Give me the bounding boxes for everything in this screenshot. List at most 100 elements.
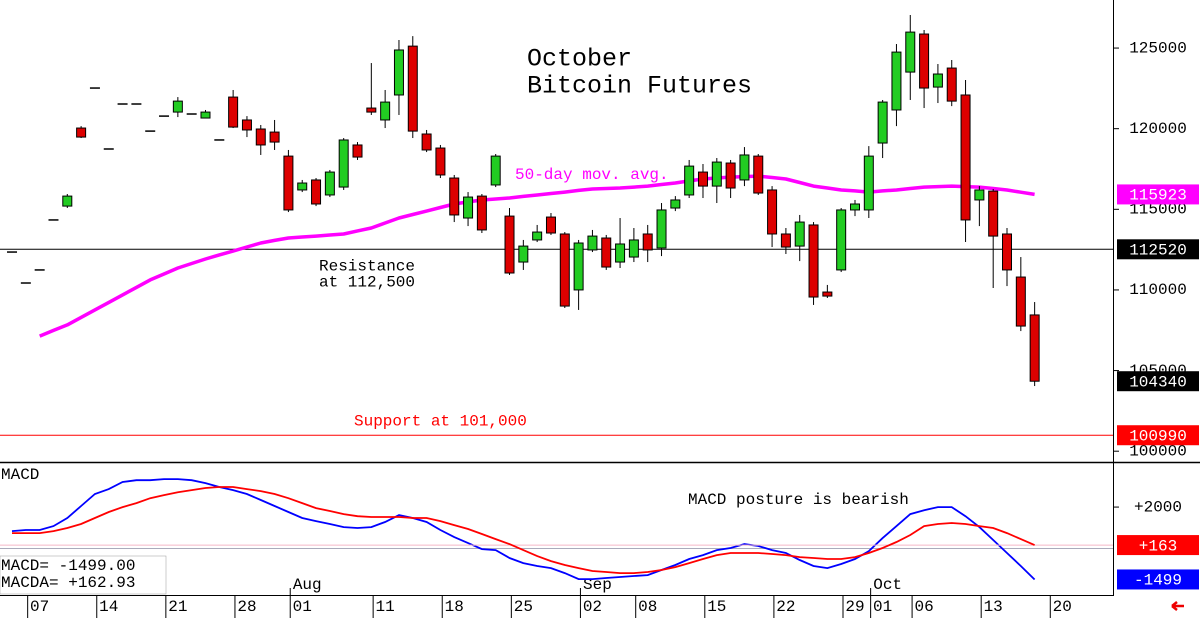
candle-body xyxy=(518,245,529,263)
candle xyxy=(960,79,971,243)
candle-body xyxy=(863,155,874,211)
candle xyxy=(463,192,474,227)
candle xyxy=(518,239,529,270)
candle xyxy=(988,188,999,289)
y-tick-label: 120000 xyxy=(1129,120,1187,138)
candle xyxy=(200,109,211,119)
candle-body xyxy=(1029,314,1040,382)
last-value-box xyxy=(1117,535,1199,556)
candle-body xyxy=(559,233,570,307)
candle-body xyxy=(836,209,847,271)
x-tick-label: 01 xyxy=(293,598,312,616)
x-tick-label: 25 xyxy=(514,598,533,616)
last-value-label: 115923 xyxy=(1129,187,1187,205)
level-box xyxy=(1117,239,1199,260)
x-tick-label: 08 xyxy=(638,598,657,616)
candle-body xyxy=(366,107,377,113)
candle xyxy=(836,208,847,273)
candle-body xyxy=(767,189,778,235)
candle-body xyxy=(324,171,335,196)
candle xyxy=(628,228,639,263)
candle xyxy=(407,36,418,139)
x-tick-label: 18 xyxy=(445,598,464,616)
candle xyxy=(822,284,833,299)
candle-body xyxy=(449,177,460,216)
last-close-box xyxy=(1117,371,1199,392)
level-box-label: 100990 xyxy=(1129,427,1187,445)
candle-body xyxy=(794,221,805,247)
candle-body xyxy=(504,215,515,274)
candle-body xyxy=(808,224,819,298)
candle xyxy=(1002,228,1013,287)
candle xyxy=(421,129,432,153)
candle xyxy=(324,169,335,198)
candle xyxy=(974,186,985,227)
x-tick-label: 11 xyxy=(376,598,395,616)
candle-body xyxy=(946,67,957,102)
candle-body xyxy=(822,291,833,297)
month-label: Aug xyxy=(293,576,322,594)
candle-body xyxy=(283,155,294,211)
candle xyxy=(366,63,377,115)
candle xyxy=(62,193,73,209)
candle xyxy=(504,208,515,275)
candle-body xyxy=(656,209,667,249)
x-tick-label: 28 xyxy=(237,598,256,616)
candle-body xyxy=(615,243,626,263)
readout-box xyxy=(0,555,167,595)
candle xyxy=(380,89,391,129)
candle-body xyxy=(490,155,501,186)
panel-title: MACD xyxy=(1,466,39,484)
candle xyxy=(601,234,612,270)
candle xyxy=(255,124,266,155)
readout: MACD= -1499.00 xyxy=(1,557,135,575)
candle-body xyxy=(1002,233,1013,271)
candle xyxy=(1015,257,1026,332)
annotation: at 112,500 xyxy=(319,274,415,292)
last-value-label: +163 xyxy=(1139,537,1177,555)
last-value-box xyxy=(1117,184,1199,205)
x-tick-label: 02 xyxy=(583,598,602,616)
candle-body xyxy=(877,101,888,144)
chart-title: October xyxy=(527,45,632,74)
candle xyxy=(449,174,460,223)
candle xyxy=(393,39,404,115)
candle-body xyxy=(545,216,556,234)
candle xyxy=(932,64,943,104)
candle xyxy=(615,218,626,269)
candle xyxy=(532,224,543,243)
candle xyxy=(670,196,681,212)
y-tick-label: 125000 xyxy=(1129,39,1187,57)
candle-body xyxy=(725,162,736,189)
macd-line xyxy=(12,486,1035,574)
y-tick-label: 100000 xyxy=(1129,442,1187,460)
candle xyxy=(476,193,487,234)
candle-body xyxy=(960,94,971,221)
candle-body xyxy=(380,101,391,121)
candle xyxy=(172,97,183,118)
candle-body xyxy=(407,45,418,132)
readout: MACDA= +162.93 xyxy=(1,574,135,592)
candle-body xyxy=(739,154,750,181)
last-value-label: -1499 xyxy=(1134,572,1182,590)
candle xyxy=(435,144,446,179)
candle-body xyxy=(352,144,363,158)
candle xyxy=(311,178,322,207)
candle xyxy=(642,224,653,263)
candle-body xyxy=(684,165,695,196)
candle-body xyxy=(338,139,349,188)
x-tick-label: 20 xyxy=(1053,598,1072,616)
candle-body xyxy=(849,203,860,211)
candle-body xyxy=(601,237,612,268)
candle xyxy=(76,126,87,139)
candle xyxy=(808,222,819,305)
candle xyxy=(1029,302,1040,387)
candle-body xyxy=(573,242,584,291)
month-label: Sep xyxy=(583,576,612,594)
candle-body xyxy=(476,195,487,231)
candle xyxy=(849,199,860,217)
candle xyxy=(863,146,874,219)
candle xyxy=(697,163,708,199)
series-label: 50-day mov. avg. xyxy=(515,166,669,184)
